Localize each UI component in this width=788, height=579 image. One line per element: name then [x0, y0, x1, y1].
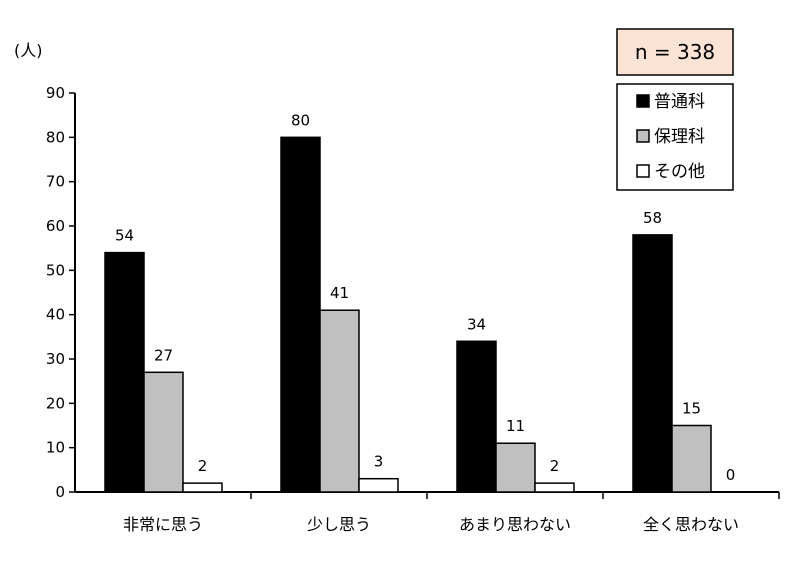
- legend-label: その他: [654, 162, 705, 182]
- data-label: 11: [506, 417, 525, 435]
- y-tick-label: 0: [55, 483, 65, 501]
- category-label: 非常に思う: [123, 515, 203, 534]
- data-label: 2: [198, 457, 208, 475]
- bar-1-1: [104, 251, 145, 493]
- legend-swatch: [636, 94, 650, 108]
- bar-2-3: [495, 442, 536, 493]
- data-label: 54: [115, 227, 134, 245]
- y-tick-label: 70: [46, 173, 65, 191]
- category-label: あまり思わない: [459, 515, 571, 534]
- y-tick-label: 80: [46, 128, 65, 146]
- data-label: 15: [682, 400, 701, 418]
- bar-3-3: [534, 482, 575, 493]
- bar-1-3: [456, 340, 497, 493]
- y-axis-unit-label: (人): [14, 41, 43, 60]
- data-label: 2: [550, 457, 560, 475]
- bar-3-1: [182, 482, 223, 493]
- bar-2-2: [319, 309, 360, 493]
- data-label: 34: [467, 315, 486, 333]
- x-ticks: [250, 492, 780, 499]
- sample-size-annotation: n = 338: [616, 28, 734, 76]
- data-labels: 54 27 2 80 41 3 34 11 2 58 15 0: [115, 111, 735, 484]
- y-tick-label: 50: [46, 261, 65, 279]
- legend-swatch: [636, 164, 650, 178]
- data-label: 58: [643, 209, 662, 227]
- bar-1-4: [632, 234, 673, 493]
- legend-label: 普通科: [654, 92, 705, 112]
- data-label: 3: [374, 453, 384, 471]
- y-tick-label: 30: [46, 350, 65, 368]
- y-tick-label: 10: [46, 439, 65, 457]
- sample-size-box: [616, 28, 734, 76]
- y-tick-label: 20: [46, 394, 65, 412]
- legend-label: 保理科: [654, 127, 705, 147]
- data-label: 27: [154, 346, 173, 364]
- y-ticks: 0 10 20 30 40 50 60 70 80 90: [46, 84, 75, 501]
- bar-2-4: [671, 424, 712, 493]
- data-label: 80: [291, 111, 310, 129]
- y-tick-label: 90: [46, 84, 65, 102]
- category-label: 全く思わない: [643, 515, 739, 534]
- data-label: 0: [726, 466, 736, 484]
- category-label: 少し思う: [307, 515, 371, 534]
- y-tick-label: 60: [46, 217, 65, 235]
- sample-size-text: n = 338: [635, 40, 715, 64]
- category-labels: 非常に思う 少し思う あまり思わない 全く思わない: [123, 515, 739, 534]
- data-label: 41: [330, 284, 349, 302]
- bars: [104, 136, 712, 493]
- bar-2-1: [143, 371, 184, 493]
- legend-swatch: [636, 129, 650, 143]
- bar-3-2: [358, 477, 399, 493]
- y-tick-label: 40: [46, 306, 65, 324]
- bar-1-2: [280, 136, 321, 493]
